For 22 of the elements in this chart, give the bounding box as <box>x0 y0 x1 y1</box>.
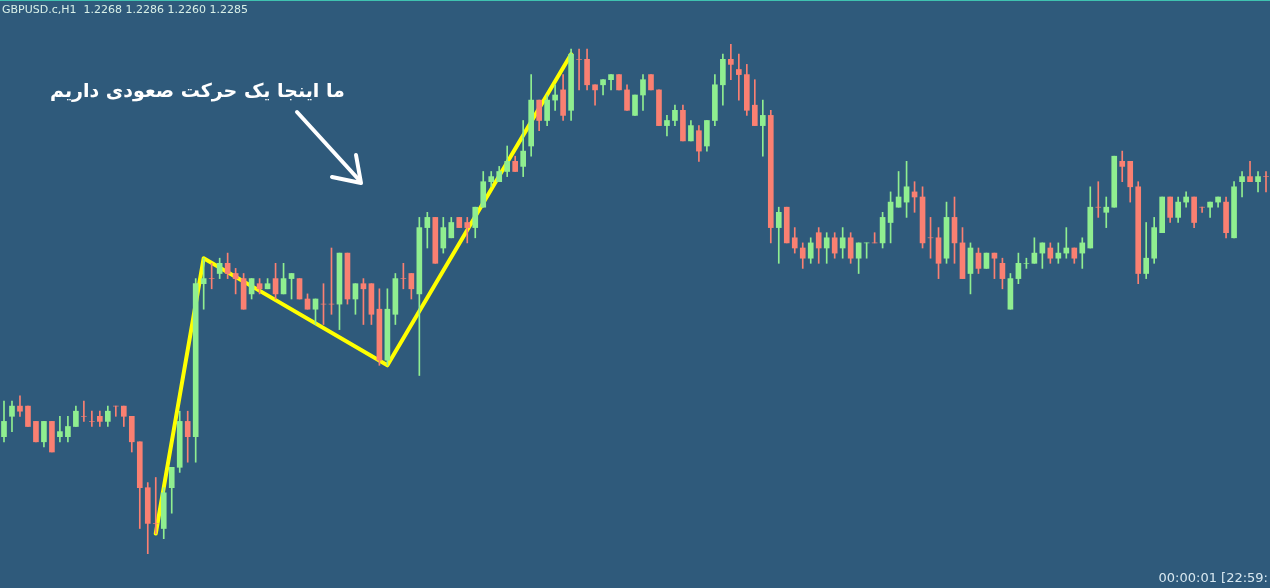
candlestick <box>656 89 662 126</box>
candlestick <box>1263 171 1269 193</box>
candlestick <box>576 48 582 91</box>
text: 00:00:01 [22:59: <box>1158 570 1268 585</box>
candlestick <box>25 405 31 427</box>
chart-title: GBPUSD.c,H1 1.2268 1.2286 1.2260 1.2285 <box>2 3 248 16</box>
candlestick <box>432 217 439 264</box>
candlestick <box>783 206 790 244</box>
candlestick <box>49 421 55 453</box>
candlestick <box>456 217 463 228</box>
candlestick <box>152 477 159 534</box>
annotation: ما اینجا یک حرکت صعودی داریم <box>50 79 345 101</box>
candlestick <box>1199 206 1205 213</box>
candlestick <box>632 94 638 116</box>
candlestick <box>1095 181 1102 218</box>
candlestick <box>1159 196 1165 234</box>
candlestick <box>616 74 622 91</box>
candlestick <box>81 400 87 422</box>
candlestick <box>648 74 654 91</box>
candlestick <box>1111 155 1118 208</box>
candlestick <box>89 410 95 427</box>
candlestick <box>33 421 39 443</box>
